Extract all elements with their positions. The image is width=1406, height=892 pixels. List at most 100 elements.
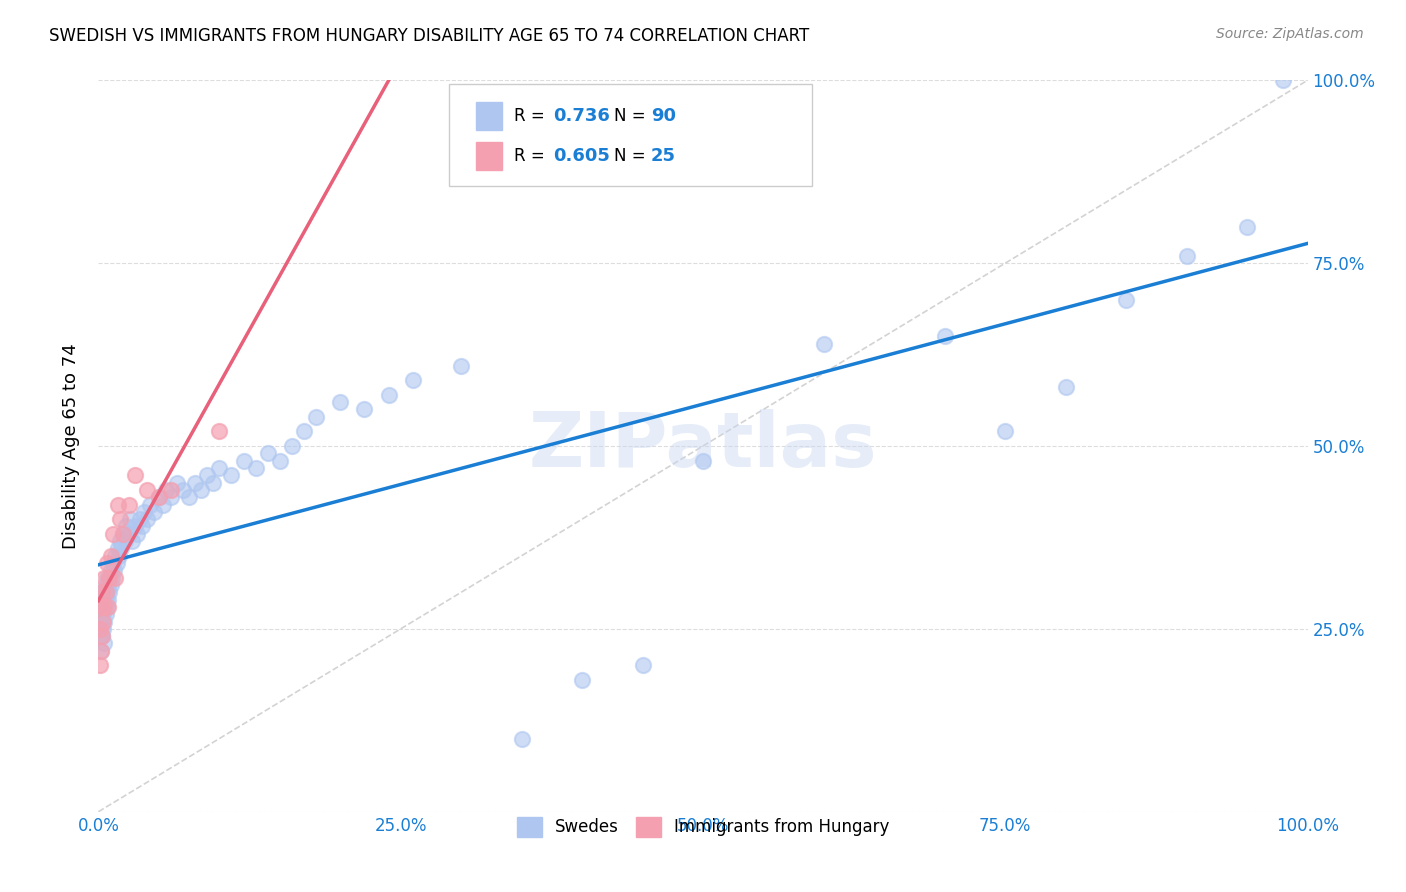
Point [994, 425, 1017, 439]
Point [93, 636, 115, 650]
Point [97, 592, 120, 607]
Point [91, 622, 114, 636]
Point [100, 578, 122, 592]
Point [139, 498, 162, 512]
Point [94, 578, 117, 592]
Point [94, 592, 117, 607]
Point [510, 731, 533, 746]
Point [934, 329, 956, 343]
Point [104, 571, 127, 585]
Point [184, 475, 207, 490]
Point [377, 388, 399, 402]
Point [93, 585, 115, 599]
Point [100, 571, 122, 585]
Point [104, 549, 127, 563]
Point [115, 519, 138, 533]
Point [131, 519, 153, 533]
Point [1236, 219, 1258, 234]
Point [1054, 380, 1077, 394]
Point [152, 498, 174, 512]
Point [631, 658, 654, 673]
Point [105, 556, 128, 570]
Point [91, 615, 114, 629]
Point [195, 468, 218, 483]
Point [108, 549, 131, 563]
Point [94, 607, 117, 622]
Point [1115, 293, 1137, 307]
Point [813, 336, 835, 351]
Text: 90: 90 [651, 107, 676, 125]
Point [118, 526, 141, 541]
Point [1272, 73, 1295, 87]
Point [111, 526, 134, 541]
Point [148, 490, 170, 504]
Point [402, 373, 425, 387]
Point [103, 563, 125, 577]
Point [190, 483, 212, 497]
Point [281, 439, 304, 453]
Text: SWEDISH VS IMMIGRANTS FROM HUNGARY DISABILITY AGE 65 TO 74 CORRELATION CHART: SWEDISH VS IMMIGRANTS FROM HUNGARY DISAB… [49, 27, 810, 45]
Point [166, 475, 188, 490]
Point [89, 629, 111, 643]
Point [118, 498, 141, 512]
Point [232, 453, 254, 467]
Point [450, 359, 472, 373]
Point [221, 468, 243, 483]
Point [179, 490, 201, 504]
Point [100, 563, 122, 577]
Point [96, 556, 118, 570]
Point [134, 505, 156, 519]
Point [292, 425, 315, 439]
Point [93, 615, 115, 629]
Point [108, 512, 131, 526]
Point [89, 599, 111, 614]
Point [91, 629, 114, 643]
Point [353, 402, 375, 417]
Point [91, 629, 114, 643]
Point [91, 592, 114, 607]
Point [208, 425, 231, 439]
Point [93, 571, 115, 585]
Point [90, 644, 112, 658]
Point [98, 585, 121, 599]
Point [135, 512, 157, 526]
Point [160, 483, 183, 497]
Text: Source: ZipAtlas.com: Source: ZipAtlas.com [1216, 27, 1364, 41]
Point [111, 526, 134, 541]
Point [269, 453, 291, 467]
Point [1175, 249, 1198, 263]
Point [89, 622, 111, 636]
Point [97, 599, 120, 614]
Point [96, 599, 118, 614]
Point [148, 490, 170, 504]
Point [305, 409, 328, 424]
Point [90, 599, 112, 614]
Point [107, 541, 129, 556]
Point [118, 512, 141, 526]
Point [124, 468, 146, 483]
Point [98, 571, 121, 585]
Point [107, 498, 129, 512]
Point [124, 519, 146, 533]
Legend: Swedes, Immigrants from Hungary: Swedes, Immigrants from Hungary [510, 810, 896, 844]
Point [202, 475, 225, 490]
Point [93, 599, 115, 614]
Text: 0.736: 0.736 [553, 107, 610, 125]
Point [91, 585, 114, 599]
Point [110, 541, 132, 556]
Point [91, 615, 114, 629]
Point [89, 615, 111, 629]
Point [571, 673, 593, 687]
FancyBboxPatch shape [475, 103, 502, 130]
Text: 25: 25 [651, 147, 676, 165]
FancyBboxPatch shape [449, 84, 811, 186]
Text: ZIPatlas: ZIPatlas [529, 409, 877, 483]
Point [89, 658, 111, 673]
Text: N =: N = [613, 147, 651, 165]
Point [143, 505, 166, 519]
Point [98, 571, 121, 585]
Point [208, 461, 231, 475]
Point [90, 607, 112, 622]
Point [97, 578, 120, 592]
Point [127, 526, 149, 541]
